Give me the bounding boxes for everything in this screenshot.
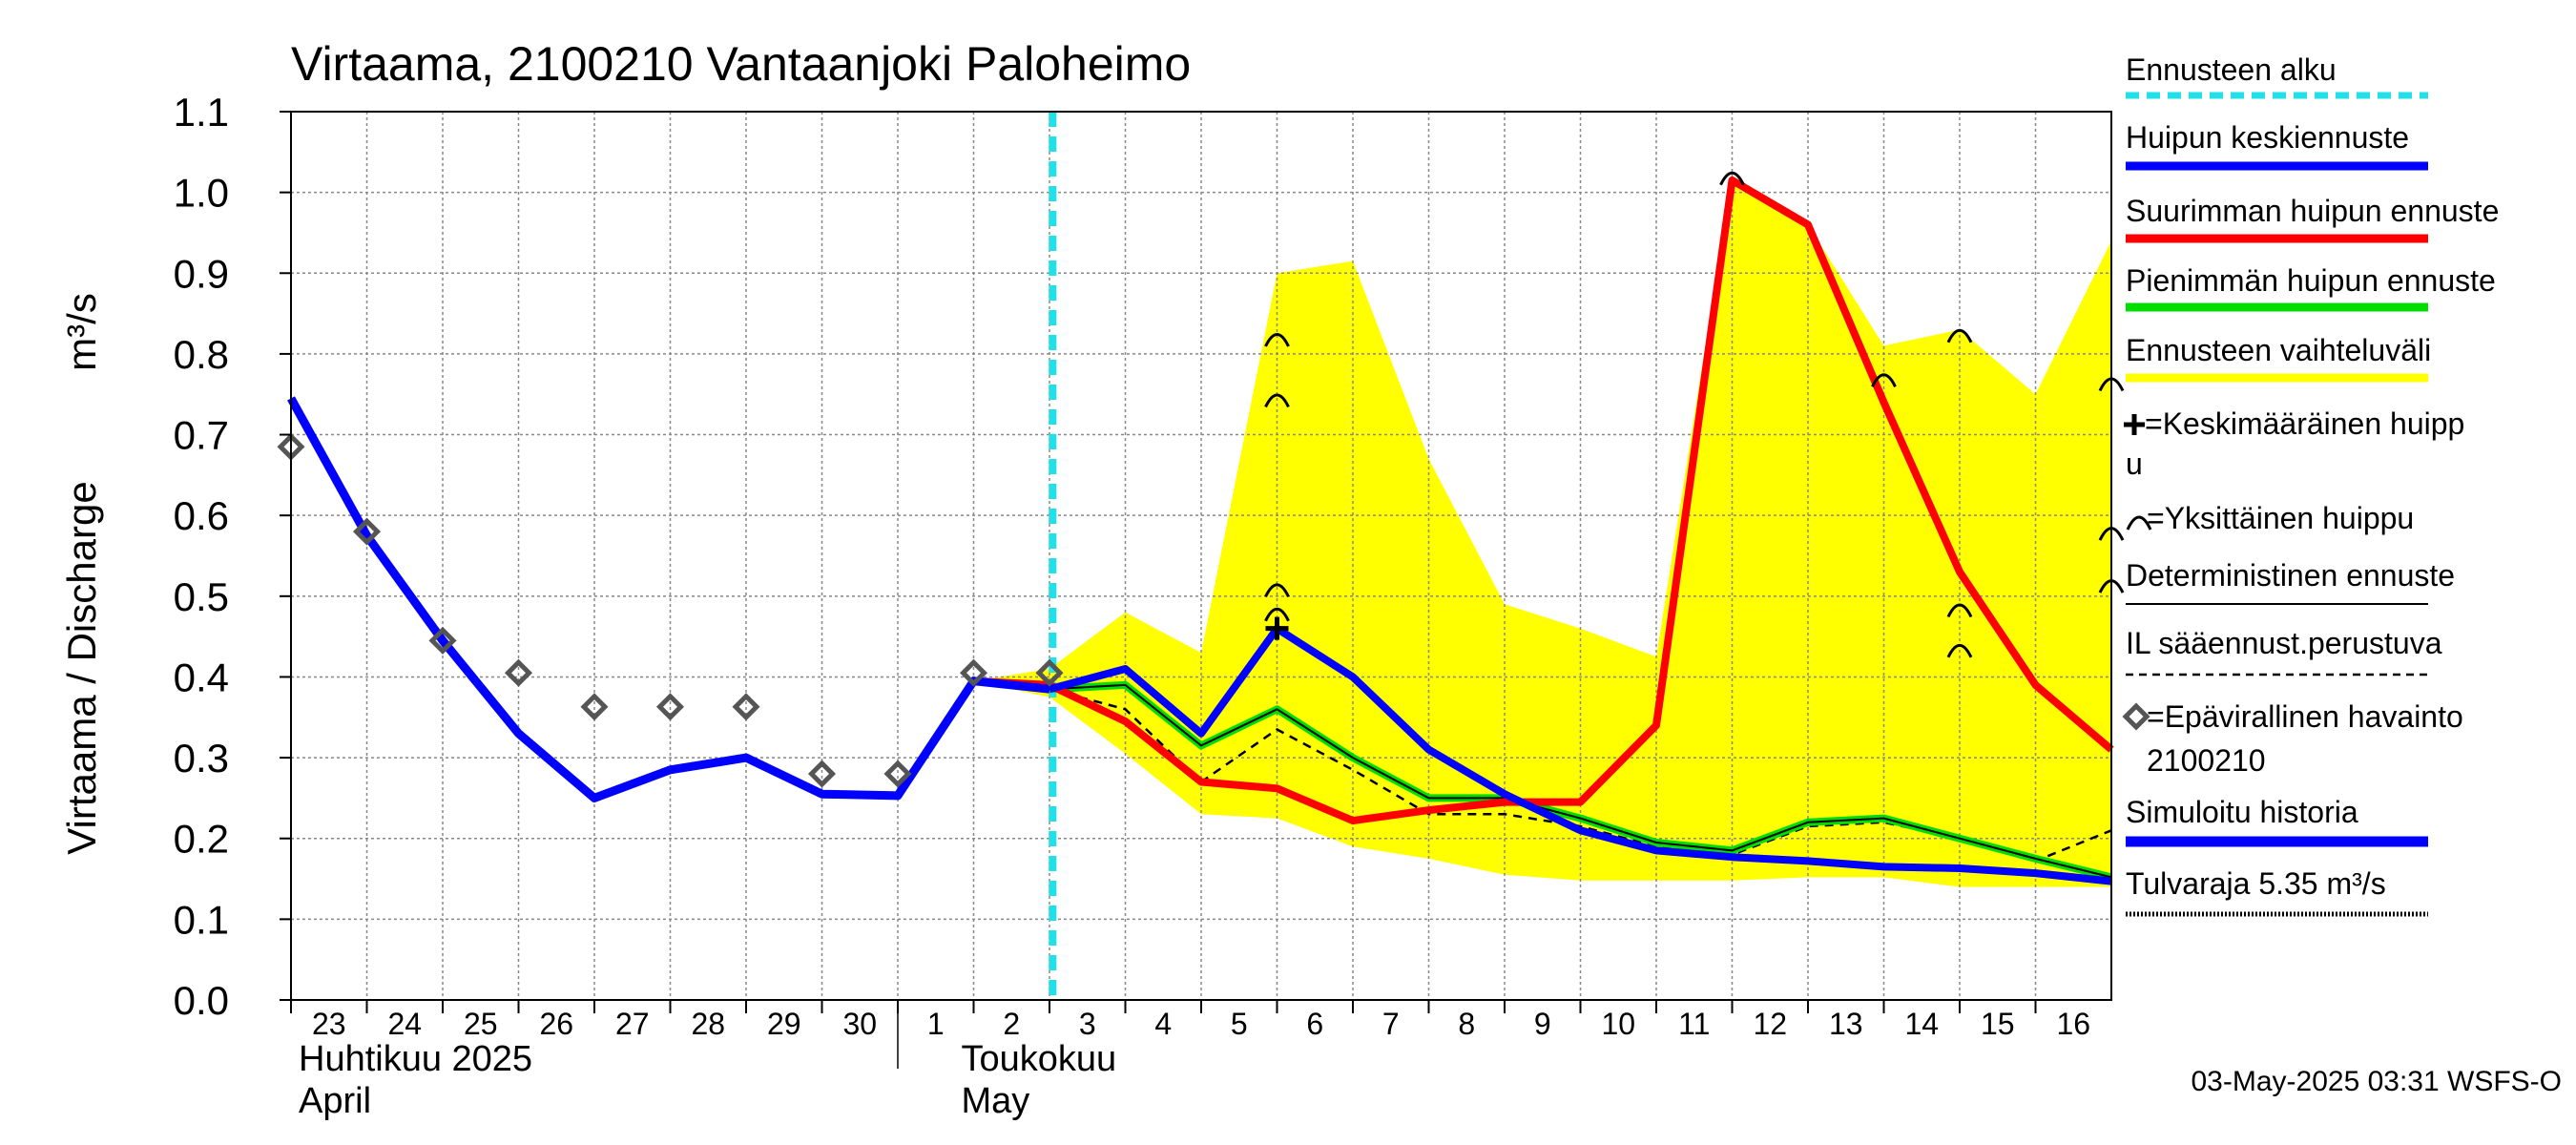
single-peak-marker: [1946, 328, 1973, 344]
observation-marker: [883, 760, 912, 788]
observation-marker: [1035, 658, 1064, 687]
legend-label-single-peak: =Yksittäinen huippu: [2147, 501, 2414, 535]
single-peak-marker: [1719, 171, 1745, 186]
single-peak-marker: [1264, 333, 1290, 347]
x-tick-label: 16: [2056, 1007, 2090, 1041]
legend-label-deterministic: Deterministinen ennuste: [2126, 558, 2455, 593]
mean-peak-marker: [1265, 616, 1289, 640]
single-peak-marker: [1264, 607, 1290, 622]
x-tick-label: 30: [842, 1007, 877, 1041]
x-tick-label: 2: [1003, 1007, 1020, 1041]
single-peak-marker: [1264, 393, 1290, 408]
legend-label-max-peak: Suurimman huipun ennuste: [2126, 194, 2499, 228]
y-tick-label: 0.8: [174, 332, 229, 377]
legend-observation-icon: [2122, 702, 2150, 731]
y-tick-label: 0.1: [174, 897, 229, 942]
observation-marker: [732, 693, 760, 721]
x-tick-label: 5: [1231, 1007, 1248, 1041]
single-peak-marker: [1946, 643, 1973, 658]
y-axis: 0.0 0.1 0.2 0.3 0.4 0.5 0.6 0.7 0.8 0.9 1.0 1.1: [174, 90, 291, 1023]
legend-label-avg-peak: =Keskimääräinen huipp: [2145, 406, 2464, 441]
legend-label-min-peak: Pienimmän huipun ennuste: [2126, 263, 2496, 298]
timestamp: 03-May-2025 03:31 WSFS-O: [2192, 1066, 2563, 1097]
x-tick-label: 29: [767, 1007, 801, 1041]
x-tick-label: 11: [1678, 1007, 1710, 1041]
x-tick-label: 13: [1829, 1007, 1863, 1041]
x-tick-label: 7: [1382, 1007, 1400, 1041]
y-tick-label: 0.5: [174, 574, 229, 619]
legend-label-history: Simuloitu historia: [2126, 795, 2358, 829]
markers: [277, 171, 2125, 788]
observation-marker: [504, 658, 533, 687]
y-tick-label: 0.2: [174, 817, 229, 862]
x-tick-label: 24: [387, 1007, 422, 1041]
month-label-fi: Toukokuu: [962, 1039, 1117, 1079]
observation-marker: [580, 693, 609, 721]
x-tick-label: 8: [1458, 1007, 1475, 1041]
legend-label-range: Ennusteen vaihteluväli: [2126, 333, 2431, 367]
single-peak-marker: [1871, 373, 1897, 387]
observation-marker: [428, 626, 457, 655]
y-tick-label: 0.4: [174, 655, 229, 699]
y-tick-label: 1.0: [174, 171, 229, 216]
month-label-fi: Huhtikuu 2025: [299, 1039, 532, 1079]
x-tick-label: 3: [1079, 1007, 1096, 1041]
legend-mean-peak-icon: [2124, 414, 2145, 435]
month-label-en: May: [962, 1081, 1030, 1121]
legend-label-il: IL sääennust.perustuva: [2126, 626, 2442, 660]
y-tick-label: 0.9: [174, 251, 229, 296]
legend-label-forecast-start: Ennusteen alku: [2126, 52, 2337, 87]
y-axis-unit: m³/s: [59, 293, 104, 371]
x-tick-label: 9: [1534, 1007, 1551, 1041]
observation-marker: [352, 517, 382, 546]
grid: [291, 112, 2111, 1000]
series-lines: [287, 112, 2114, 1000]
x-tick-label: 14: [1904, 1007, 1939, 1041]
observation-marker: [807, 760, 837, 788]
legend-single-peak-icon: [2126, 515, 2152, 531]
single-peak-marker: [1946, 603, 1973, 618]
legend: Ennusteen alku Huipun keskiennuste Suurimm…: [2122, 52, 2499, 917]
chart-title: Virtaama, 2100210 Vantaanjoki Paloheimo: [291, 37, 1191, 91]
legend-label-avg-peak-cont: u: [2126, 447, 2143, 481]
x-tick-label: 12: [1753, 1007, 1787, 1041]
x-tick-label: 27: [615, 1007, 650, 1041]
month-label-en: April: [299, 1081, 371, 1121]
series-mean-peak: [1048, 624, 2112, 885]
series-max-peak: [973, 176, 2114, 825]
observation-marker: [655, 693, 685, 721]
legend-label-observation: =Epävirallinen havainto: [2147, 699, 2463, 734]
x-tick-label: 10: [1601, 1007, 1635, 1041]
y-tick-label: 0.3: [174, 736, 229, 781]
series-simulated-history: [287, 396, 1050, 802]
x-tick-label: 25: [464, 1007, 498, 1041]
legend-label-observation-id: 2100210: [2147, 743, 2266, 778]
observation-marker: [959, 658, 988, 687]
single-peak-marker: [1264, 583, 1290, 598]
legend-label-flood-limit: Tulvaraja 5.35 m³/s: [2126, 866, 2386, 901]
y-axis-label: Virtaama / Discharge: [59, 481, 104, 854]
x-tick-label: 28: [691, 1007, 725, 1041]
x-tick-label: 1: [927, 1007, 945, 1041]
plot-area: [277, 111, 2125, 1001]
x-tick-label: 6: [1306, 1007, 1323, 1041]
x-tick-label: 23: [312, 1007, 346, 1041]
y-tick-label: 0.0: [174, 978, 229, 1023]
x-axis: 23 24 25 26 27 28 29 30 1 2 3 4 5 6 7 8 9 10 11 12 13 14 15 16H…: [290, 1000, 2090, 1121]
y-tick-label: 1.1: [174, 90, 229, 135]
x-tick-label: 26: [539, 1007, 573, 1041]
x-tick-label: 4: [1154, 1007, 1172, 1041]
y-tick-label: 0.7: [174, 413, 229, 458]
legend-label-mean-peak: Huipun keskiennuste: [2126, 120, 2409, 155]
x-tick-label: 15: [1981, 1007, 2015, 1041]
y-tick-label: 0.6: [174, 493, 229, 538]
